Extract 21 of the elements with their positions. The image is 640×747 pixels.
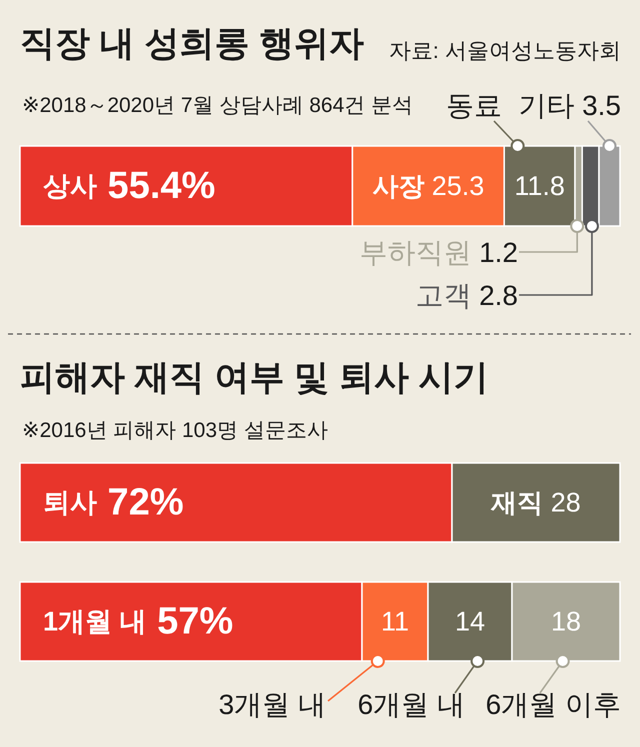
series-name: 동료 bbox=[446, 90, 502, 120]
title: 직장 내 성희롱 행위자 bbox=[20, 24, 364, 62]
subtitle: ※2016년 피해자 103명 설문조사 bbox=[22, 418, 328, 442]
title: 피해자 재직 여부 및 퇴사 시기 bbox=[20, 358, 489, 396]
data-label: 1개월 내 57% bbox=[43, 600, 234, 642]
data-label: 고객 2.8 bbox=[415, 280, 518, 310]
series-name: 6개월 이후 bbox=[486, 688, 621, 720]
data-label: 부하직원 1.2 bbox=[359, 236, 518, 268]
data-label: 재직 28 bbox=[491, 488, 581, 518]
data-label: 14 bbox=[454, 606, 486, 636]
data-label: 기타 3.5 bbox=[518, 90, 621, 120]
data-label: 11.8 bbox=[514, 171, 565, 201]
data-label: 상사 55.4% bbox=[43, 165, 216, 207]
series-name: 6개월 내 bbox=[358, 688, 465, 720]
annotation: 자료: 서울여성노동자회 bbox=[388, 38, 621, 62]
data-label: 18 bbox=[550, 606, 582, 636]
series-name: 3개월 내 bbox=[218, 688, 326, 720]
data-label: 11 bbox=[380, 606, 410, 636]
data-label: 사장 25.3 bbox=[372, 171, 484, 201]
subtitle: ※2018～2020년 7월 상담사례 864건 분석 bbox=[22, 94, 414, 116]
data-label: 퇴사 72% bbox=[43, 482, 184, 524]
